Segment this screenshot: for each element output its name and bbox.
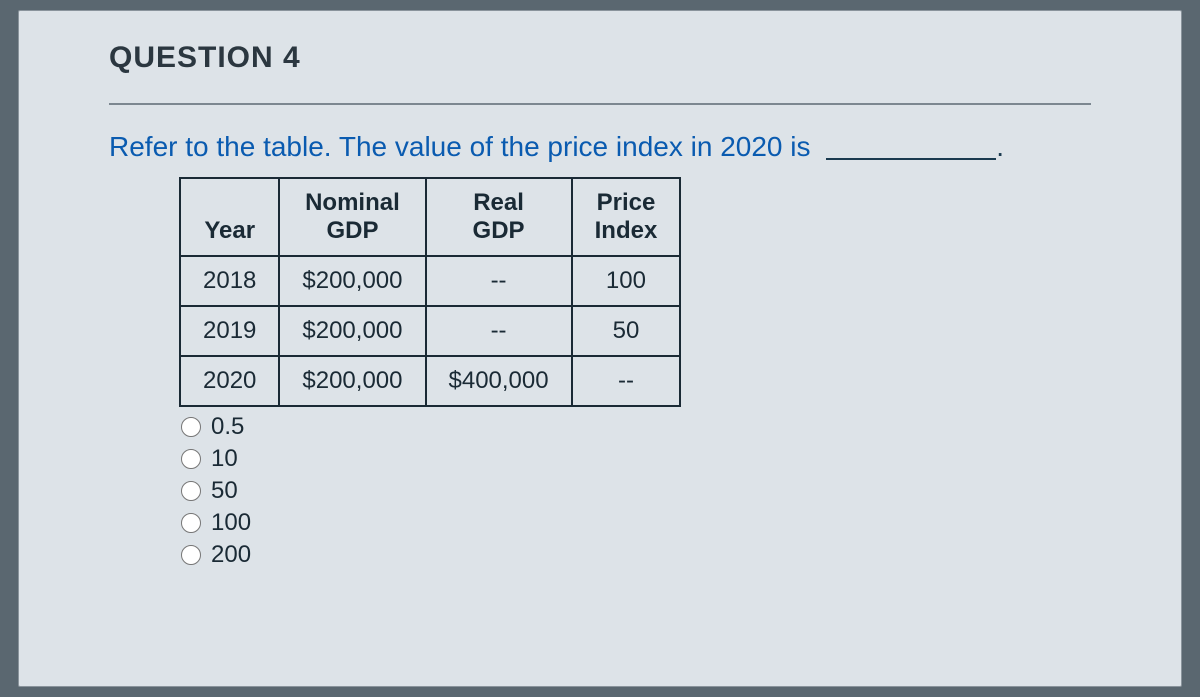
table-row: 2020 $200,000 $400,000 -- — [180, 356, 680, 406]
question-card: QUESTION 4 Refer to the table. The value… — [18, 10, 1182, 687]
option-label: 10 — [211, 445, 238, 473]
option-radio-3[interactable] — [181, 513, 201, 533]
hdr-nominal: Nominal — [305, 189, 400, 216]
cell: $200,000 — [279, 306, 425, 356]
option-label: 50 — [211, 477, 238, 505]
option-radio-2[interactable] — [181, 481, 201, 501]
option-radio-0[interactable] — [181, 417, 201, 437]
cell: $400,000 — [426, 356, 572, 406]
option-1[interactable]: 10 — [181, 445, 1091, 473]
hdr-real: Real — [473, 189, 524, 216]
cell: 2018 — [180, 256, 279, 306]
table-wrap: Year Nominal GDP Real GDP Price Index — [179, 177, 1091, 407]
col-real-gdp: Real GDP — [426, 178, 572, 256]
hdr-year: Year — [204, 217, 255, 244]
period: . — [996, 131, 1004, 162]
option-3[interactable]: 100 — [181, 509, 1091, 537]
option-label: 200 — [211, 541, 251, 569]
table-row: 2018 $200,000 -- 100 — [180, 256, 680, 306]
option-0[interactable]: 0.5 — [181, 413, 1091, 441]
answer-options: 0.5 10 50 100 200 — [181, 413, 1091, 569]
cell: $200,000 — [279, 356, 425, 406]
option-label: 0.5 — [211, 413, 244, 441]
question-title: QUESTION 4 — [109, 41, 1091, 75]
cell: -- — [426, 306, 572, 356]
option-radio-1[interactable] — [181, 449, 201, 469]
table-row: 2019 $200,000 -- 50 — [180, 306, 680, 356]
col-year: Year — [180, 178, 279, 256]
cell: 2020 — [180, 356, 279, 406]
cell: -- — [426, 256, 572, 306]
cell: $200,000 — [279, 256, 425, 306]
answer-blank — [826, 158, 996, 160]
option-label: 100 — [211, 509, 251, 537]
cell: -- — [572, 356, 681, 406]
col-nominal-gdp: Nominal GDP — [279, 178, 425, 256]
table-header-row: Year Nominal GDP Real GDP Price Index — [180, 178, 680, 256]
gdp-table: Year Nominal GDP Real GDP Price Index — [179, 177, 681, 407]
hdr-price: Price — [597, 189, 656, 216]
option-2[interactable]: 50 — [181, 477, 1091, 505]
hdr-gdp1: GDP — [326, 217, 378, 244]
option-radio-4[interactable] — [181, 545, 201, 565]
hdr-gdp2: GDP — [473, 217, 525, 244]
cell: 100 — [572, 256, 681, 306]
hdr-index: Index — [595, 217, 658, 244]
question-prompt: Refer to the table. The value of the pri… — [109, 131, 810, 162]
col-price-index: Price Index — [572, 178, 681, 256]
question-prompt-line: Refer to the table. The value of the pri… — [109, 131, 1091, 163]
option-4[interactable]: 200 — [181, 541, 1091, 569]
divider — [109, 103, 1091, 105]
cell: 50 — [572, 306, 681, 356]
cell: 2019 — [180, 306, 279, 356]
